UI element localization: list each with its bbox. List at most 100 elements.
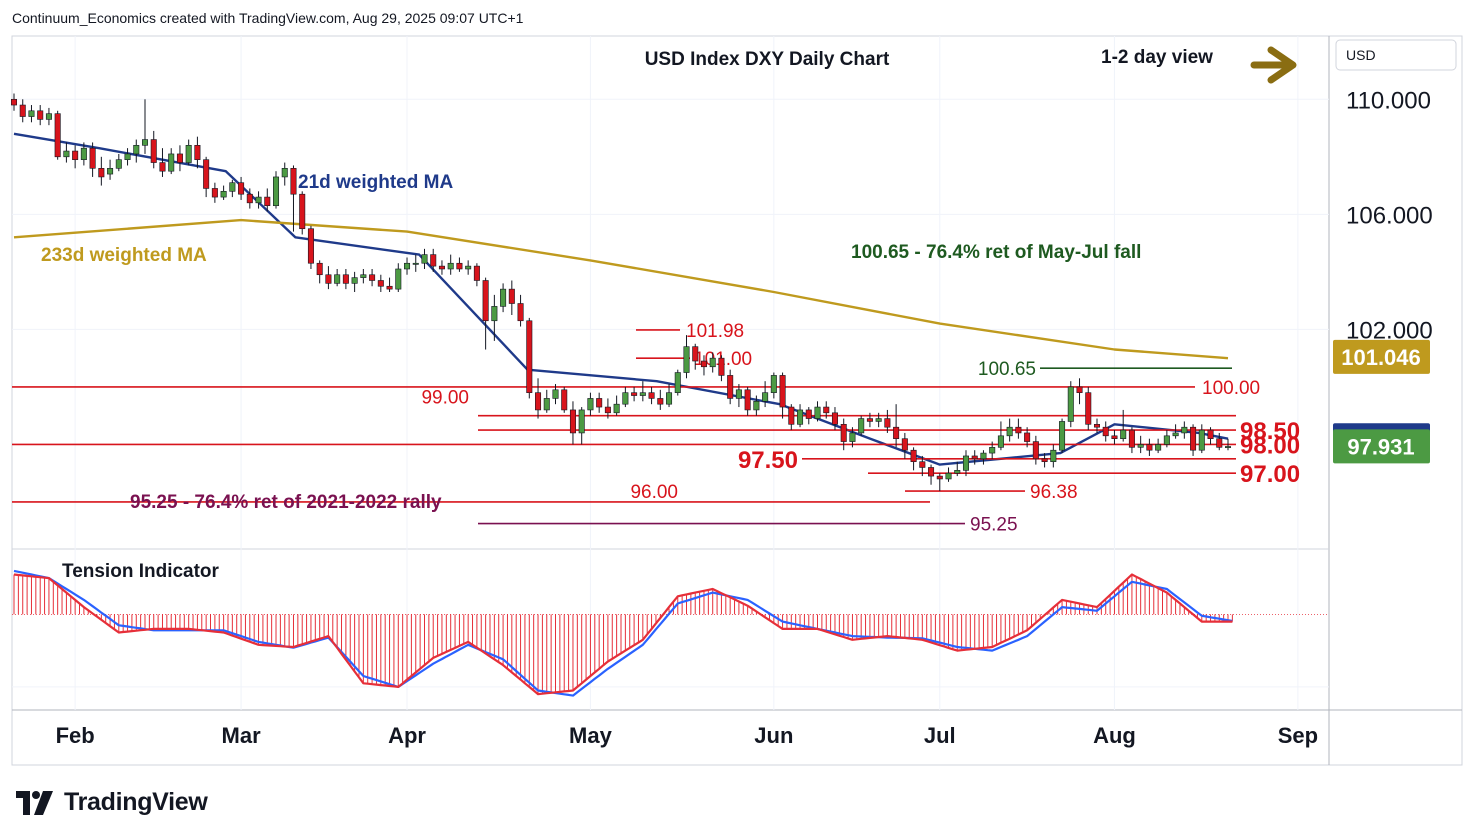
candle-body [28, 110, 35, 117]
candle-body [692, 346, 699, 362]
candle [255, 191, 262, 209]
candle-body [744, 389, 751, 411]
candle [884, 409, 891, 433]
candle-body [901, 438, 908, 451]
candle [412, 254, 419, 272]
candle-body [1050, 449, 1057, 463]
candle [19, 99, 26, 123]
candle-body [945, 472, 952, 480]
tradingview-logo[interactable]: TradingView [16, 788, 208, 817]
ma233-line [13, 218, 1229, 360]
candle-body [395, 268, 402, 290]
candle-body [770, 375, 777, 393]
candle-body [753, 401, 760, 411]
candle-body [718, 357, 725, 376]
candle-body [814, 406, 821, 419]
candle-body [962, 455, 969, 471]
candle-body [133, 145, 140, 155]
candle [1128, 427, 1135, 454]
x-tick-label: Apr [388, 723, 426, 748]
level-label-97-50: 97.50 [738, 447, 798, 474]
candle-body [622, 392, 629, 405]
level-label-99-00: 99.00 [421, 388, 469, 409]
candle [508, 280, 515, 316]
candle [307, 225, 314, 269]
candle [1172, 424, 1179, 439]
candle [299, 191, 306, 235]
candle-body [325, 274, 332, 284]
candle-body [1216, 438, 1223, 448]
candle [456, 257, 463, 272]
candle [386, 277, 393, 292]
candle-body [1181, 426, 1188, 434]
candle-body [788, 406, 795, 425]
candle [1146, 438, 1153, 456]
candle-body [823, 406, 830, 414]
candle [954, 461, 961, 477]
annotation-0: 21d weighted MA [298, 172, 453, 193]
candle [648, 386, 655, 405]
candle-body [936, 475, 943, 480]
candle-body [386, 285, 393, 290]
tradingview-wordmark: TradingView [64, 788, 208, 816]
tension-signal-line [13, 569, 1233, 697]
candle [1207, 427, 1214, 445]
candle [1041, 453, 1048, 468]
candle-body [203, 159, 210, 189]
candle-body [797, 409, 804, 425]
candle-body [1155, 444, 1162, 451]
candle [840, 418, 847, 451]
candle [849, 427, 856, 448]
candle-body [1207, 429, 1214, 439]
candle [159, 148, 166, 177]
candle-body [517, 303, 524, 322]
candle [89, 142, 96, 177]
candle-body [1128, 429, 1135, 448]
candle [176, 145, 183, 172]
candle-body [1015, 426, 1022, 434]
candle [1111, 430, 1118, 445]
candle [115, 153, 122, 172]
candle-body [928, 467, 935, 477]
candle [1155, 438, 1162, 454]
candle-body [1102, 426, 1109, 437]
candle [290, 165, 297, 232]
candle [971, 450, 978, 465]
candle-body [273, 176, 280, 207]
candle-body [465, 265, 472, 270]
candle-body [1198, 429, 1205, 451]
candle [657, 389, 664, 410]
candle-body [639, 392, 646, 396]
candle [325, 266, 332, 290]
annotation-3: 95.25 - 76.4% ret of 2021-2022 rally [130, 492, 442, 513]
candle [369, 268, 376, 287]
candle-body [840, 424, 847, 442]
currency-label: USD [1346, 47, 1376, 63]
candle-body [447, 262, 454, 270]
candle [246, 188, 253, 209]
candle-body [578, 409, 585, 434]
candle [604, 398, 611, 419]
candle-body [910, 449, 917, 463]
level-label-96-00: 96.00 [630, 482, 678, 503]
candle [1137, 435, 1144, 454]
candle-body [587, 398, 594, 411]
candle-body [709, 357, 716, 368]
candle-body [866, 418, 873, 422]
candle [482, 277, 489, 350]
candle-body [115, 159, 122, 169]
candle-body [421, 254, 428, 264]
candle [578, 407, 585, 445]
x-tick-label: Feb [56, 723, 95, 748]
candle-body [971, 455, 978, 460]
candle [430, 248, 437, 272]
candle-body [54, 113, 61, 158]
candle-body [500, 288, 507, 307]
candle [360, 268, 367, 284]
x-tick-label: Mar [222, 723, 262, 748]
candle-body [220, 191, 227, 198]
candle [1067, 381, 1074, 428]
currency-selector[interactable] [1335, 39, 1457, 71]
y-tick-label: 106.000 [1346, 202, 1433, 229]
candle [1059, 418, 1066, 454]
